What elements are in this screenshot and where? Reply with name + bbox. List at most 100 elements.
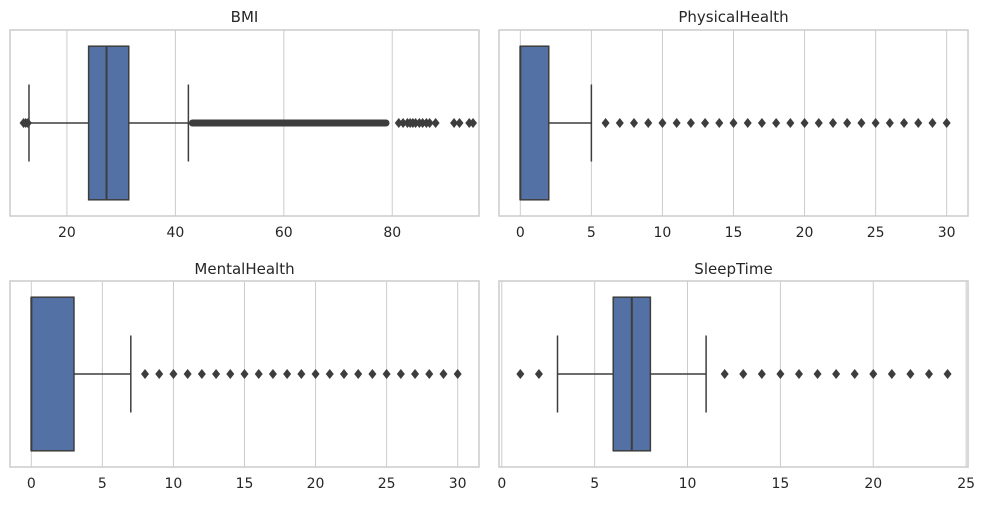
- outlier-point: [701, 118, 710, 128]
- outlier-point: [615, 118, 624, 128]
- x-tick-label: 25: [867, 225, 885, 241]
- outlier-point: [644, 118, 653, 128]
- outlier-point: [928, 118, 937, 128]
- outlier-point: [729, 118, 738, 128]
- outlier-point: [155, 369, 164, 379]
- outlier-point: [772, 118, 781, 128]
- subplot-title: BMI: [231, 8, 259, 26]
- outlier-point: [739, 369, 748, 379]
- outlier-point: [757, 118, 766, 128]
- axes-frame: [498, 280, 969, 468]
- outlier-point: [776, 369, 785, 379]
- outlier-point: [254, 369, 263, 379]
- x-tick-label: 20: [864, 476, 882, 492]
- x-tick-label: 5: [590, 476, 599, 492]
- x-tick-label: 0: [497, 476, 506, 492]
- outlier-point: [924, 369, 933, 379]
- outlier-point: [658, 118, 667, 128]
- outlier-point: [431, 118, 440, 128]
- outlier-point: [439, 369, 448, 379]
- axes-frame: [498, 29, 969, 217]
- outlier-point: [786, 118, 795, 128]
- axes-frame: [9, 280, 480, 468]
- outlier-point: [23, 118, 32, 128]
- outlier-point: [394, 118, 403, 128]
- outlier-point: [453, 369, 462, 379]
- subplot-title: MentalHealth: [194, 260, 294, 278]
- x-tick-label: 30: [449, 476, 467, 492]
- x-tick-label: 20: [796, 225, 814, 241]
- outlier-point: [794, 369, 803, 379]
- outlier-point: [197, 369, 206, 379]
- x-tick-label: 10: [679, 476, 697, 492]
- x-tick-label: 10: [654, 225, 672, 241]
- x-tick-label: 20: [307, 476, 325, 492]
- outlier-point: [425, 369, 434, 379]
- x-tick-label: 25: [378, 476, 396, 492]
- x-tick-label: 80: [383, 225, 401, 241]
- iqr-box: [87, 45, 130, 201]
- outlier-point: [942, 118, 951, 128]
- outlier-point: [268, 369, 277, 379]
- outlier-point: [183, 369, 192, 379]
- x-tick-label: 60: [275, 225, 293, 241]
- outlier-point: [900, 118, 909, 128]
- outlier-point: [311, 369, 320, 379]
- x-tick-label: 15: [771, 476, 789, 492]
- outlier-point: [382, 369, 391, 379]
- iqr-box: [30, 296, 75, 452]
- iqr-box: [519, 45, 550, 201]
- outlier-point: [887, 369, 896, 379]
- outlier-point: [411, 369, 420, 379]
- outlier-point: [396, 369, 405, 379]
- outlier-point: [283, 369, 292, 379]
- axes-frame: [9, 29, 480, 217]
- subplot-sleeptime: 0 5 10 15 20 25 SleepTime: [497, 260, 975, 492]
- outlier-point: [212, 369, 221, 379]
- outlier-point: [800, 118, 809, 128]
- x-tick-label: 5: [98, 476, 107, 492]
- subplot-title: PhysicalHealth: [678, 8, 788, 26]
- outlier-point: [368, 369, 377, 379]
- outlier-point: [906, 369, 915, 379]
- outlier-point: [325, 369, 334, 379]
- x-tick-label: 15: [236, 476, 254, 492]
- x-tick-label: 30: [938, 225, 956, 241]
- outlier-point: [672, 118, 681, 128]
- x-tick-label: 5: [587, 225, 596, 241]
- outlier-point: [814, 118, 823, 128]
- x-tick-label: 10: [165, 476, 183, 492]
- x-tick-label: 25: [957, 476, 975, 492]
- x-tick-label: 0: [27, 476, 36, 492]
- outlier-band: [188, 119, 390, 127]
- outlier-point: [686, 118, 695, 128]
- outlier-point: [354, 369, 363, 379]
- outlier-point: [450, 118, 459, 128]
- outlier-point: [240, 369, 249, 379]
- subplot-title: SleepTime: [694, 260, 772, 278]
- outlier-point: [832, 369, 841, 379]
- x-tick-label: 15: [725, 225, 743, 241]
- outlier-point: [226, 369, 235, 379]
- outlier-point: [869, 369, 878, 379]
- outlier-point: [885, 118, 894, 128]
- outlier-point: [743, 118, 752, 128]
- outlier-point: [828, 118, 837, 128]
- outlier-point: [425, 118, 434, 128]
- outlier-point: [757, 369, 766, 379]
- outlier-point: [914, 118, 923, 128]
- subplot-mentalhealth: 0 5 10 15 20 25 30 MentalHealth: [9, 260, 480, 492]
- outlier-point: [943, 369, 952, 379]
- outlier-point: [857, 118, 866, 128]
- x-tick-label: 40: [166, 225, 184, 241]
- outlier-point: [516, 369, 525, 379]
- outlier-point: [715, 118, 724, 128]
- outlier-point: [455, 118, 464, 128]
- outlier-point: [813, 369, 822, 379]
- outlier-point: [534, 369, 543, 379]
- outlier-point: [141, 369, 150, 379]
- outlier-point: [630, 118, 639, 128]
- outlier-point: [339, 369, 348, 379]
- x-tick-label: 0: [516, 225, 525, 241]
